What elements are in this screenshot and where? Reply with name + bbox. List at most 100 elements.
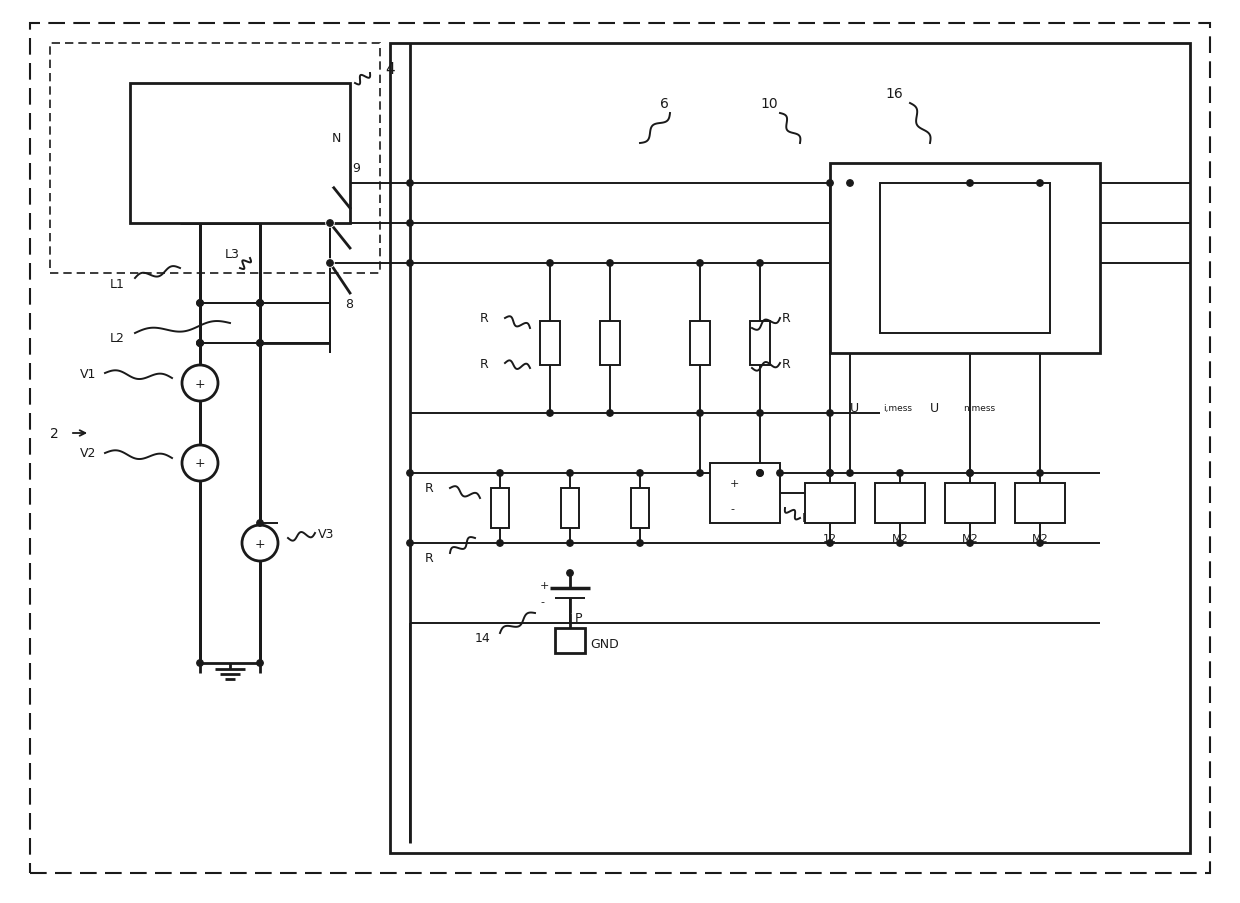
Text: 9: 9 <box>352 163 360 175</box>
Circle shape <box>197 301 203 307</box>
Text: N: N <box>332 133 341 145</box>
Bar <box>711 463 780 524</box>
Circle shape <box>697 410 703 417</box>
Text: M2: M2 <box>892 534 909 544</box>
Bar <box>1016 483 1065 524</box>
Text: n,mess: n,mess <box>963 404 996 413</box>
Circle shape <box>407 260 413 267</box>
Text: +: + <box>539 581 549 591</box>
Text: +: + <box>254 537 265 550</box>
Text: i,mess: i,mess <box>883 404 911 413</box>
Text: R: R <box>425 552 434 565</box>
Circle shape <box>567 570 573 576</box>
Text: 14: 14 <box>475 632 491 645</box>
Text: M2: M2 <box>1032 534 1048 544</box>
Circle shape <box>637 540 644 546</box>
Bar <box>631 489 649 528</box>
Circle shape <box>1037 540 1043 546</box>
Circle shape <box>697 260 703 267</box>
Text: V2: V2 <box>81 447 97 460</box>
Circle shape <box>407 181 413 187</box>
Text: R: R <box>425 482 434 495</box>
Circle shape <box>606 260 614 267</box>
Bar <box>805 483 856 524</box>
Text: +: + <box>730 479 739 489</box>
Circle shape <box>776 470 784 477</box>
Circle shape <box>847 470 853 477</box>
Bar <box>689 321 711 366</box>
Circle shape <box>257 340 263 347</box>
Circle shape <box>756 410 763 417</box>
Circle shape <box>407 540 413 546</box>
Circle shape <box>182 445 218 481</box>
Circle shape <box>257 660 263 666</box>
Circle shape <box>967 540 973 546</box>
Circle shape <box>257 301 263 307</box>
Circle shape <box>197 340 203 347</box>
Bar <box>539 321 560 366</box>
Circle shape <box>547 260 553 267</box>
Circle shape <box>827 470 833 477</box>
Bar <box>830 163 1100 354</box>
Text: 4: 4 <box>384 61 394 77</box>
Circle shape <box>827 470 833 477</box>
Bar <box>130 84 350 224</box>
Circle shape <box>827 181 833 187</box>
Text: R: R <box>480 357 489 370</box>
Circle shape <box>1037 181 1043 187</box>
Text: P: P <box>575 612 583 625</box>
Circle shape <box>497 540 503 546</box>
Circle shape <box>897 470 903 477</box>
Circle shape <box>827 410 833 417</box>
Circle shape <box>197 340 203 347</box>
Circle shape <box>756 260 763 267</box>
Bar <box>391 44 1190 853</box>
Text: +: + <box>195 377 206 390</box>
Text: 8: 8 <box>345 297 353 310</box>
Text: L3: L3 <box>224 247 239 260</box>
Text: GND: GND <box>590 637 619 650</box>
Circle shape <box>407 470 413 477</box>
Text: 6: 6 <box>660 97 668 111</box>
Text: 10: 10 <box>760 97 777 111</box>
Circle shape <box>257 340 263 347</box>
Bar <box>600 321 620 366</box>
Circle shape <box>326 260 334 267</box>
Text: M2: M2 <box>962 534 978 544</box>
Circle shape <box>197 340 203 347</box>
Circle shape <box>756 470 763 477</box>
Circle shape <box>327 220 334 227</box>
Bar <box>556 628 585 653</box>
Circle shape <box>967 181 973 187</box>
Circle shape <box>637 470 644 477</box>
Circle shape <box>827 540 833 546</box>
Text: R: R <box>782 312 791 325</box>
Circle shape <box>547 410 553 417</box>
Text: U: U <box>849 402 859 415</box>
Circle shape <box>847 181 853 187</box>
Circle shape <box>407 220 413 227</box>
Circle shape <box>197 660 203 666</box>
Circle shape <box>242 526 278 562</box>
Text: R: R <box>782 357 791 370</box>
Text: L2: L2 <box>110 332 125 345</box>
Text: -: - <box>730 504 734 514</box>
Text: 2: 2 <box>50 426 58 441</box>
Text: +: + <box>195 457 206 470</box>
Circle shape <box>257 520 263 526</box>
Circle shape <box>567 470 573 477</box>
Circle shape <box>967 470 973 477</box>
Bar <box>50 44 379 274</box>
Circle shape <box>326 180 334 188</box>
Circle shape <box>327 260 334 267</box>
Circle shape <box>497 470 503 477</box>
Bar <box>560 489 579 528</box>
Text: 12: 12 <box>823 534 837 544</box>
Text: V3: V3 <box>317 527 335 540</box>
Bar <box>945 483 994 524</box>
Circle shape <box>756 470 763 477</box>
Text: L1: L1 <box>110 277 125 290</box>
Bar <box>880 184 1050 333</box>
Text: R: R <box>480 312 489 325</box>
Circle shape <box>897 540 903 546</box>
